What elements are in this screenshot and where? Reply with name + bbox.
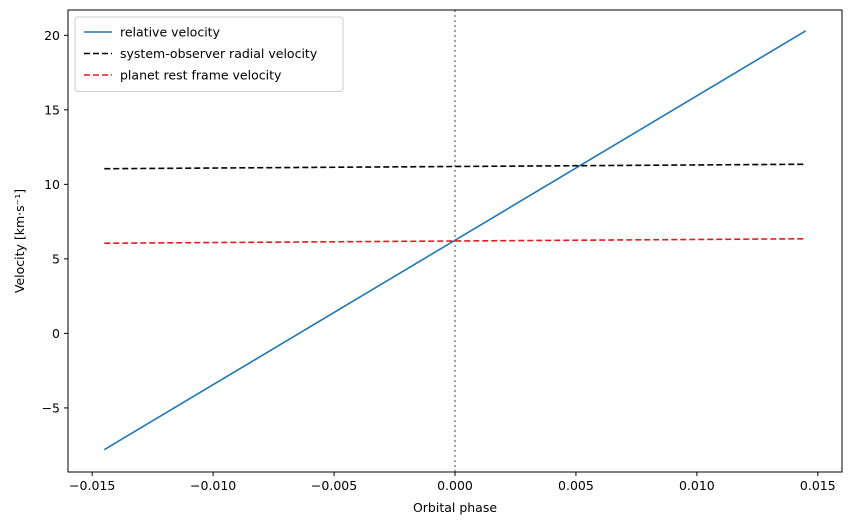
legend-label-1: relative velocity bbox=[120, 25, 221, 40]
legend-box bbox=[74, 16, 344, 92]
x-axis-label: Orbital phase bbox=[413, 500, 497, 515]
x-tick-label: 0.015 bbox=[800, 478, 836, 493]
y-tick-label: 0 bbox=[52, 326, 60, 341]
series-line-1 bbox=[103, 30, 807, 451]
y-tick-label: 15 bbox=[44, 102, 60, 117]
y-axis-label: Velocity [km·s⁻¹] bbox=[12, 189, 27, 293]
x-tick-label: 0.010 bbox=[679, 478, 715, 493]
y-tick-label: 10 bbox=[44, 177, 60, 192]
legend-label-2: system-observer radial velocity bbox=[120, 46, 318, 61]
x-tick-label: 0.005 bbox=[558, 478, 594, 493]
x-tick-label: −0.015 bbox=[69, 478, 115, 493]
x-tick-label: 0.000 bbox=[437, 478, 473, 493]
y-tick-label: −5 bbox=[42, 400, 60, 415]
y-tick-label: 5 bbox=[52, 251, 60, 266]
legend: relative velocity system-observer radial … bbox=[74, 16, 344, 92]
x-axis-ticks: −0.015 −0.010 −0.005 0.000 0.005 0.010 0.015 bbox=[69, 472, 836, 493]
y-tick-label: 20 bbox=[44, 28, 60, 43]
x-tick-label: −0.005 bbox=[311, 478, 357, 493]
y-axis-ticks: −5 0 5 10 15 20 bbox=[42, 28, 68, 415]
legend-label-3: planet rest frame velocity bbox=[120, 68, 282, 83]
x-tick-label: −0.010 bbox=[190, 478, 236, 493]
